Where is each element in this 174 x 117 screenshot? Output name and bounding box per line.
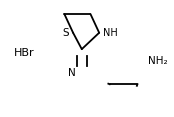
Text: N: N (68, 68, 76, 78)
Text: NH: NH (103, 28, 118, 38)
Text: NH₂: NH₂ (148, 56, 167, 66)
Text: S: S (62, 28, 69, 38)
Text: HBr: HBr (14, 48, 35, 58)
